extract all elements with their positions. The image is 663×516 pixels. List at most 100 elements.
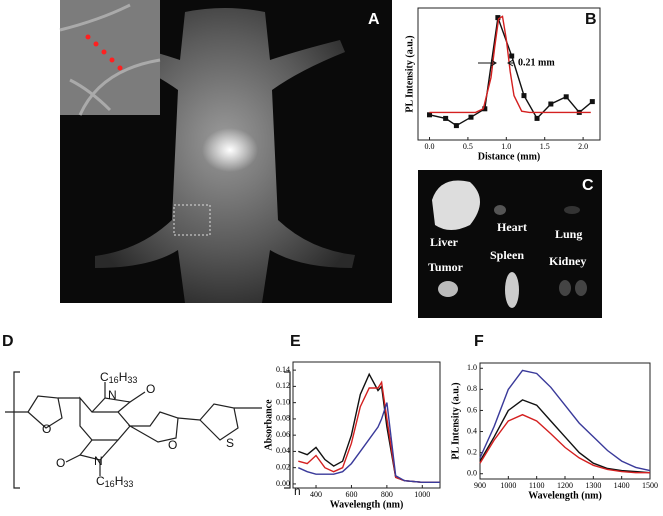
dpp-core	[79, 396, 131, 441]
organ-label: Spleen	[490, 248, 524, 262]
x-axis-label: Wavelength (nm)	[330, 499, 404, 510]
series-line	[298, 402, 440, 483]
series-line	[298, 380, 440, 483]
data-point	[482, 106, 488, 112]
thiophene-ring	[199, 403, 239, 441]
panel-a: A	[59, 0, 392, 303]
series-line	[479, 369, 651, 472]
x-axis-label: Wavelength (nm)	[528, 490, 602, 501]
y-tick-label: 0.10	[276, 397, 290, 406]
series-line	[479, 413, 650, 474]
substituent: C16H33	[96, 474, 133, 489]
bracket	[13, 371, 20, 489]
x-tick-label: 1.0	[501, 142, 511, 151]
annotation: 0.21 mm	[518, 57, 555, 68]
kidney-organ	[575, 280, 587, 296]
atom: O	[56, 456, 65, 470]
y-tick-label: 0.2	[467, 447, 477, 456]
panel-label: A	[368, 11, 380, 28]
y-axis-label: PL Intensity (a.u.)	[404, 35, 415, 112]
data-point	[509, 53, 515, 59]
liver-glow	[202, 128, 258, 172]
y-tick-label: 0.06	[276, 430, 290, 439]
y-tick-label: 0.6	[467, 405, 477, 414]
x-tick-label: 0.5	[463, 142, 473, 151]
organ-label: Heart	[497, 220, 527, 234]
series-line	[479, 399, 651, 474]
y-tick-label: 0.08	[276, 414, 290, 423]
y-axis-label: Absorbance	[263, 399, 274, 451]
panel-label: D	[2, 333, 14, 350]
data-point	[427, 112, 433, 118]
y-tick-label: 0.04	[276, 446, 290, 455]
y-tick-label: 0.14	[276, 365, 290, 374]
x-tick-label: 1400	[614, 481, 630, 490]
bond	[177, 417, 201, 421]
x-tick-label: 1000	[500, 481, 516, 490]
atom: O	[146, 382, 155, 396]
lactam	[78, 439, 119, 461]
organ-label: Lung	[555, 227, 582, 241]
x-tick-label: 1300	[585, 481, 601, 490]
inset-vessels	[59, 3, 161, 116]
series-line	[429, 15, 591, 114]
y-tick-label: 0.12	[276, 381, 290, 390]
plot-frame	[292, 361, 441, 489]
organ-label: Tumor	[428, 260, 464, 274]
heart-organ	[494, 205, 506, 215]
organ-label: Kidney	[549, 254, 586, 268]
atom: N	[108, 388, 117, 402]
y-tick-label: 1.0	[467, 363, 477, 372]
substituent: C16H33	[100, 370, 137, 385]
bracket	[284, 371, 291, 489]
x-tick-label: 1100	[529, 481, 545, 490]
carbonyl	[129, 391, 146, 403]
y-tick-label: 0.02	[276, 463, 290, 472]
organ-label: Liver	[430, 235, 459, 249]
data-point	[563, 94, 569, 100]
panel-c: C Liver Heart Lung Tumor Spleen Kidney	[418, 170, 602, 318]
atom: N	[94, 454, 103, 468]
panel-d: D C16H33 C16H33 N N O O O O S n	[2, 333, 301, 498]
lactam	[91, 397, 132, 413]
panel-label: B	[585, 11, 597, 28]
inset	[60, 0, 160, 115]
data-point	[589, 99, 595, 105]
x-tick-label: 800	[381, 490, 393, 499]
kidney-organ	[559, 280, 571, 296]
spleen-organ	[505, 272, 519, 308]
lung-organ	[564, 206, 580, 214]
inset-dots	[85, 34, 123, 71]
atom: O	[42, 422, 51, 436]
panel-label: C	[582, 177, 594, 194]
x-tick-label: 1200	[557, 481, 573, 490]
x-tick-label: 1500	[642, 481, 658, 490]
data-point	[468, 114, 474, 120]
y-tick-label: 0.8	[467, 384, 477, 393]
x-axis-label: Distance (mm)	[478, 151, 540, 162]
roi-box	[173, 204, 211, 236]
panel-label: E	[290, 333, 301, 350]
x-tick-label: 600	[345, 490, 357, 499]
tumor-organ	[438, 281, 458, 297]
x-tick-label: 0.0	[425, 142, 435, 151]
x-tick-label: 400	[310, 490, 322, 499]
data-point	[534, 115, 540, 121]
arrow	[507, 59, 514, 67]
plot-frame	[417, 7, 601, 141]
arrow	[478, 59, 497, 67]
x-tick-label: 1.5	[540, 142, 550, 151]
data-point	[548, 101, 554, 107]
panel-label: F	[474, 333, 484, 350]
furan-ring	[27, 395, 63, 429]
data-point	[453, 123, 459, 129]
liver-organ	[432, 180, 480, 230]
atom: n	[294, 484, 301, 498]
data-point	[495, 15, 501, 21]
y-axis-label: PL Intensity (a.u.)	[450, 382, 461, 459]
x-tick-label: 900	[474, 481, 486, 490]
y-tick-label: 0.4	[467, 426, 477, 435]
y-tick-label: 0.0	[467, 469, 477, 478]
x-tick-label: 2.0	[578, 142, 588, 151]
